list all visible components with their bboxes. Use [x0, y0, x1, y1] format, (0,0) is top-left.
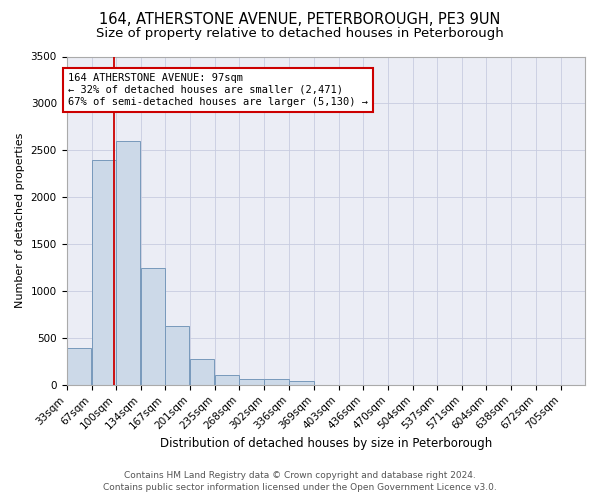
- Bar: [67, 348, 91, 385]
- X-axis label: Distribution of detached houses by size in Peterborough: Distribution of detached houses by size …: [160, 437, 492, 450]
- Text: 164 ATHERSTONE AVENUE: 97sqm
← 32% of detached houses are smaller (2,471)
67% of: 164 ATHERSTONE AVENUE: 97sqm ← 32% of de…: [68, 74, 368, 106]
- Bar: [92, 160, 116, 385]
- Bar: [289, 381, 314, 385]
- Text: Size of property relative to detached houses in Peterborough: Size of property relative to detached ho…: [96, 28, 504, 40]
- Bar: [116, 141, 140, 385]
- Text: Contains HM Land Registry data © Crown copyright and database right 2024.
Contai: Contains HM Land Registry data © Crown c…: [103, 471, 497, 492]
- Bar: [141, 268, 165, 385]
- Bar: [165, 326, 190, 385]
- Bar: [190, 358, 214, 385]
- Bar: [215, 376, 239, 385]
- Bar: [265, 379, 289, 385]
- Bar: [239, 379, 263, 385]
- Y-axis label: Number of detached properties: Number of detached properties: [15, 133, 25, 308]
- Text: 164, ATHERSTONE AVENUE, PETERBOROUGH, PE3 9UN: 164, ATHERSTONE AVENUE, PETERBOROUGH, PE…: [100, 12, 500, 28]
